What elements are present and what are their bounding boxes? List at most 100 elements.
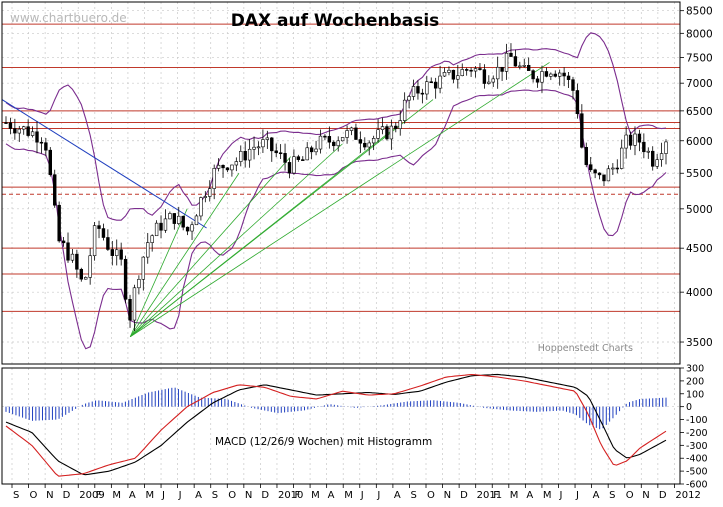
x-month-label: J (360, 490, 364, 501)
candle-body (53, 174, 57, 206)
x-month-label: A (394, 490, 401, 501)
candle-body (301, 159, 305, 161)
green-trendline (130, 62, 550, 338)
price-tick-label: 6500 (686, 106, 713, 118)
candle-body (358, 139, 363, 144)
price-axis: 3500 4000 4500 5000 5500 6000 6500 7000 7500 8000… (680, 6, 713, 349)
price-tick-label: 5000 (686, 204, 713, 216)
candle-body (544, 71, 549, 77)
x-month-label: M (145, 490, 154, 501)
candle-body (451, 69, 456, 80)
candle-body (349, 127, 354, 131)
candle-body (611, 167, 615, 170)
macd-title: MACD (12/26/9 Wochen) mit Histogramm (215, 436, 432, 448)
bollinger-upper-band (5, 32, 667, 221)
x-month-label: A (129, 490, 136, 501)
candle-body (177, 215, 181, 224)
candle-body (168, 213, 172, 220)
candle-body (132, 287, 137, 321)
x-year-label: 2010 (278, 490, 303, 501)
candle-body (526, 65, 531, 71)
candle-body (571, 79, 575, 91)
candle-body (154, 222, 159, 237)
candle-body (487, 81, 491, 84)
x-year-label: 2012 (675, 490, 700, 501)
candle-body (8, 122, 13, 129)
x-month-label: O (626, 490, 634, 501)
candle-body (146, 242, 150, 258)
candle-body (615, 167, 619, 170)
x-month-label: N (245, 490, 252, 501)
candle-body (447, 69, 451, 73)
candle-body (265, 137, 270, 140)
macd-tick-label: 100 (686, 389, 704, 400)
x-month-label: S (410, 490, 416, 501)
candle-body (540, 71, 544, 83)
price-panel-frame (1, 1, 681, 365)
green-trendline (129, 173, 240, 337)
candle-body (323, 135, 327, 138)
x-month-label: J (161, 490, 165, 501)
candle-body (606, 168, 611, 182)
candle-body (354, 127, 358, 140)
x-month-label: M (311, 490, 320, 501)
candle-body (110, 249, 115, 256)
x-year-label: 2009 (79, 490, 104, 501)
candle-body (274, 150, 278, 154)
candle-body (394, 125, 398, 129)
candle-body (61, 240, 66, 244)
candle-body (75, 253, 79, 270)
x-month-label: J (558, 490, 562, 501)
candle-body (433, 81, 438, 89)
chart-credit: Hoppenstedt Charts (538, 343, 633, 354)
candle-body (225, 167, 230, 171)
macd-signal-line (5, 373, 667, 476)
candle-body (199, 197, 203, 217)
candle-body (580, 113, 584, 148)
candle-body (620, 147, 624, 169)
x-month-label: S (13, 490, 19, 501)
candle-body (336, 140, 340, 147)
candle-body (407, 96, 411, 101)
price-tick-label: 6000 (686, 136, 713, 148)
candle-body (509, 52, 513, 57)
macd-line (5, 373, 667, 477)
candle-body (305, 147, 309, 161)
candle-body (292, 156, 296, 174)
candle-body (438, 75, 442, 89)
x-month-label: J (575, 490, 579, 501)
candle-body (602, 174, 606, 182)
price-tick-label: 4500 (686, 243, 713, 255)
candle-body (473, 68, 478, 72)
candle-body (203, 196, 208, 198)
candle-body (247, 148, 252, 161)
x-month-label: O (427, 490, 435, 501)
candle-body (367, 142, 371, 148)
macd-tick-label: -200 (686, 428, 708, 439)
candle-body (79, 268, 84, 280)
candle-body (588, 164, 593, 171)
green-trendline (129, 208, 188, 337)
candle-body (659, 153, 664, 160)
x-month-label: J (376, 490, 380, 501)
candle-body (84, 277, 88, 280)
x-month-label: S (609, 490, 615, 501)
candle-body (159, 222, 163, 231)
candle-body (469, 69, 473, 72)
candle-body (17, 128, 21, 134)
x-month-label: O (30, 490, 38, 501)
candle-body (234, 161, 239, 166)
candle-body (500, 66, 504, 72)
candle-body (380, 126, 385, 130)
bollinger-lower-band (5, 89, 667, 350)
candle-body (88, 255, 92, 278)
candle-body (549, 73, 553, 77)
candle-body (287, 162, 292, 174)
candle-body (340, 137, 345, 142)
macd-lines (5, 373, 667, 477)
price-tick-label: 5500 (686, 168, 713, 180)
candle-body (593, 169, 597, 174)
